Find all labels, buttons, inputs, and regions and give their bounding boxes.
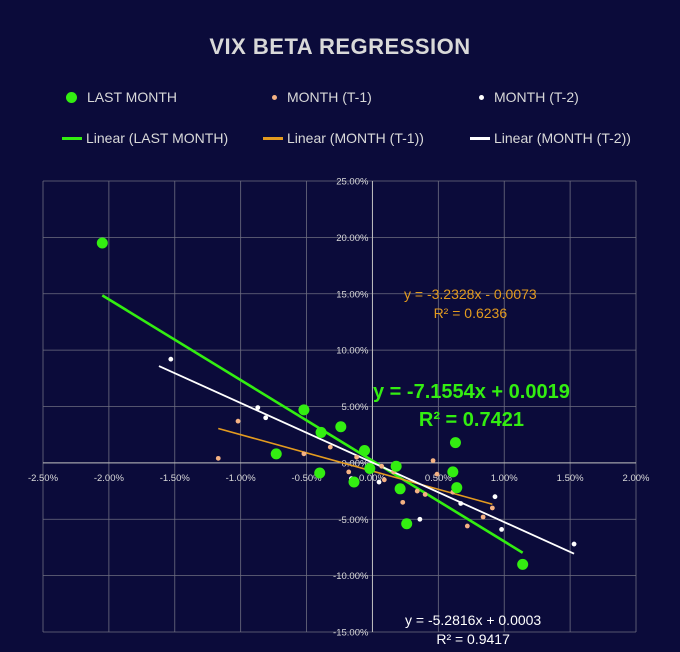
data-point-month-t1 [414, 488, 420, 494]
data-point-month-t1 [434, 471, 440, 477]
data-point-last-month [390, 460, 402, 472]
data-point-month-t1 [464, 523, 470, 529]
data-point-last-month [96, 237, 108, 249]
x-tick-label: 2.00% [623, 473, 650, 484]
data-point-month-t1 [354, 454, 360, 460]
trend-line-last-month [101, 294, 524, 554]
data-point-month-t1 [422, 492, 428, 497]
legend-item-linear-month-t1: Linear (MONTH (T-1)) [263, 130, 424, 146]
x-tick-label: -2.50% [28, 473, 59, 484]
y-tick-label: -15.00% [333, 628, 369, 639]
equation-month-t1-formula: y = -3.2328x - 0.0073 [404, 286, 537, 302]
x-tick-label: -2.00% [94, 473, 125, 484]
data-point-last-month [449, 437, 461, 449]
data-point-month-t1 [489, 505, 495, 511]
trend-line-month-t1 [218, 427, 493, 506]
data-point-month-t1 [430, 458, 436, 464]
data-point-last-month [394, 483, 406, 495]
data-point-month-t1 [379, 463, 385, 469]
chart-title: VIX BETA REGRESSION [209, 34, 471, 59]
data-point-month-t1 [215, 455, 221, 461]
data-point-month-t1 [400, 499, 406, 505]
legend-item-linear-month-t2: Linear (MONTH (T-2)) [470, 130, 631, 146]
data-point-last-month [517, 558, 529, 570]
y-tick-label: 25.00% [336, 177, 369, 188]
x-tick-label: 1.00% [491, 473, 518, 484]
data-point-last-month [298, 404, 310, 416]
data-point-month-t1 [235, 418, 241, 424]
equation-month-t2-formula: y = -5.2816x + 0.0003 [405, 612, 542, 628]
x-tick-label: 0.50% [425, 473, 452, 484]
data-point-last-month [335, 421, 347, 433]
x-tick-label: -0.50% [292, 473, 323, 484]
data-point-month-t2 [263, 415, 269, 421]
y-tick-label: 15.00% [336, 289, 369, 300]
legend-item-month-t1: MONTH (T-1) [272, 89, 372, 105]
data-point-month-t1 [301, 451, 307, 457]
data-point-last-month [359, 444, 371, 456]
data-point-month-t1 [327, 444, 333, 450]
data-point-month-t2 [376, 479, 382, 485]
y-tick-label: 20.00% [336, 233, 369, 244]
legend-label: MONTH (T-1) [287, 89, 372, 105]
data-point-last-month [401, 518, 413, 530]
equation-month-t2-r2: R² = 0.9417 [436, 631, 510, 647]
legend-marker-last-month [66, 91, 77, 103]
equation-month-t1-r2: R² = 0.6236 [433, 305, 508, 321]
legend-label: LAST MONTH [87, 89, 177, 105]
equation-last-month: y = -7.1554x + 0.0019 R² = 0.7421 [373, 378, 570, 434]
data-point-last-month [348, 476, 360, 488]
legend-item-last-month: LAST MONTH [66, 89, 177, 105]
legend-line-last-month [62, 136, 82, 140]
x-tick-label: 0.00% [359, 473, 386, 484]
equation-last-month-r2: R² = 0.7421 [418, 409, 524, 431]
legend-item-linear-last-month: Linear (LAST MONTH) [62, 130, 228, 146]
equation-month-t2: y = -5.2816x + 0.0003 R² = 0.9417 [405, 611, 541, 649]
y-tick-label: -5.00% [338, 515, 369, 526]
legend-label: Linear (LAST MONTH) [86, 130, 229, 146]
legend-line-month-t1 [263, 136, 283, 140]
legend-label: Linear (MONTH (T-1)) [287, 130, 424, 146]
data-point-last-month [315, 426, 327, 438]
equation-month-t1: y = -3.2328x - 0.0073 R² = 0.6236 [404, 285, 537, 323]
data-point-last-month [364, 463, 376, 475]
data-point-month-t1 [346, 469, 352, 475]
y-tick-label: 10.00% [336, 346, 369, 357]
x-tick-label: 1.50% [557, 473, 584, 484]
legend-line-month-t2 [470, 136, 490, 140]
data-point-last-month [314, 467, 326, 479]
data-point-month-t2 [417, 516, 423, 522]
data-point-month-t2 [255, 405, 261, 411]
x-tick-label: -1.50% [160, 473, 191, 484]
y-tick-label: -10.00% [333, 571, 369, 582]
data-point-last-month [447, 466, 459, 478]
y-tick-label: 0.00% [342, 458, 369, 469]
data-point-month-t2 [499, 526, 504, 532]
y-tick-label: 5.00% [342, 402, 369, 413]
data-point-month-t2 [168, 356, 174, 362]
data-point-month-t1 [381, 477, 387, 483]
data-point-month-t2 [458, 501, 464, 506]
legend-label: MONTH (T-2) [494, 89, 579, 105]
equation-last-month-formula: y = -7.1554x + 0.0019 [373, 381, 570, 403]
data-point-month-t2 [492, 494, 498, 500]
data-point-last-month [451, 482, 463, 494]
x-tick-label: -1.00% [226, 473, 257, 484]
data-point-month-t1 [480, 514, 486, 520]
data-point-last-month [270, 448, 282, 460]
legend-item-month-t2: MONTH (T-2) [479, 89, 579, 105]
legend-marker-month-t2 [479, 94, 484, 100]
trend-line-month-t2 [158, 365, 575, 555]
legend-label: Linear (MONTH (T-2)) [494, 130, 631, 146]
legend-marker-month-t1 [272, 94, 277, 100]
data-point-month-t2 [571, 541, 577, 547]
